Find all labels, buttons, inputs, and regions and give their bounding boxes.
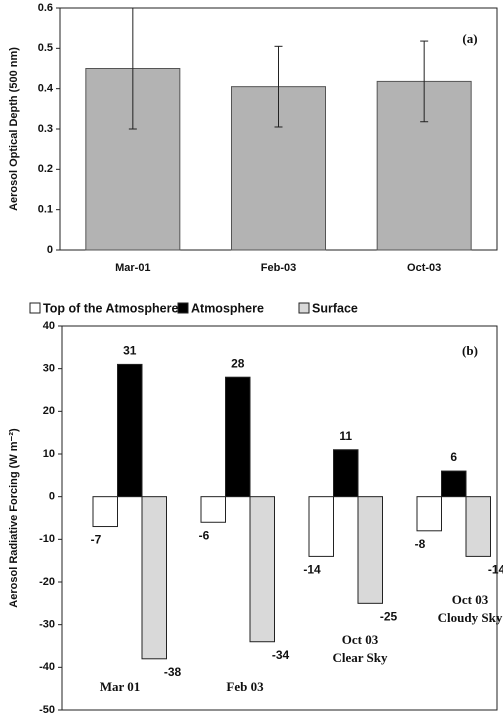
bar [465, 496, 491, 557]
y-axis-label: Aerosol Radiative Forcing (W m⁻²) [8, 428, 20, 608]
y-tick-label: 0.3 [38, 123, 53, 135]
bar [249, 496, 275, 643]
y-tick-label: 0.5 [38, 42, 53, 54]
y-tick-label: 20 [43, 405, 55, 417]
data-label: -6 [199, 528, 210, 542]
bar [225, 376, 251, 498]
x-category-label: Oct 03 [342, 632, 379, 647]
y-tick-label: 40 [43, 320, 55, 332]
y-tick-label: -40 [39, 661, 55, 673]
legend-swatch [29, 302, 41, 314]
y-tick-label: 0.4 [38, 83, 54, 95]
bar [117, 363, 143, 498]
x-category-label: Feb 03 [226, 679, 264, 694]
data-label: 31 [123, 344, 137, 358]
legend-swatch [298, 302, 310, 314]
bar [416, 496, 442, 532]
bar [333, 449, 359, 498]
data-label: -8 [415, 537, 426, 551]
x-category-label: Mar 01 [100, 679, 141, 694]
plot-frame [61, 325, 498, 711]
y-tick-label: 0.1 [38, 204, 53, 216]
x-tick-label: Mar-01 [115, 262, 150, 274]
y-tick-label: -20 [39, 576, 55, 588]
bar [200, 496, 226, 523]
bar [141, 496, 167, 660]
y-tick-label: -10 [39, 533, 55, 545]
bar [441, 470, 467, 498]
y-tick-label: 0 [49, 491, 55, 503]
data-label: -25 [380, 610, 398, 624]
x-category-label: Clear Sky [332, 650, 388, 665]
data-label: -14 [303, 563, 321, 577]
legend-label: Surface [312, 301, 358, 315]
bar [92, 496, 118, 528]
data-label: -14 [488, 563, 503, 577]
data-label: -34 [272, 648, 290, 662]
annotation: (b) [462, 343, 478, 358]
y-tick-label: 10 [43, 448, 55, 460]
annotation: (a) [462, 31, 477, 46]
x-tick-label: Oct-03 [407, 262, 441, 274]
y-tick-label: 0 [47, 244, 53, 256]
y-tick-label: 30 [43, 363, 55, 375]
y-tick-label: -50 [39, 704, 55, 716]
x-tick-label: Feb-03 [261, 262, 296, 274]
legend-label: Atmosphere [191, 301, 264, 315]
x-category-label: Cloudy Sky [438, 610, 503, 625]
data-label: -38 [164, 665, 182, 679]
data-label: 6 [450, 450, 457, 464]
y-axis-label: Aerosol Optical Depth (500 nm) [8, 47, 20, 211]
bar [357, 496, 383, 604]
data-label: 11 [339, 429, 352, 443]
y-tick-label: -30 [39, 619, 55, 631]
legend-label: Top of the Atmosphere [43, 301, 178, 315]
y-tick-label: 0.6 [38, 2, 53, 14]
data-label: -7 [91, 533, 102, 547]
legend-swatch [177, 302, 189, 314]
y-tick-label: 0.2 [38, 163, 53, 175]
bar [308, 496, 334, 557]
data-label: 28 [231, 356, 245, 370]
x-category-label: Oct 03 [452, 592, 489, 607]
